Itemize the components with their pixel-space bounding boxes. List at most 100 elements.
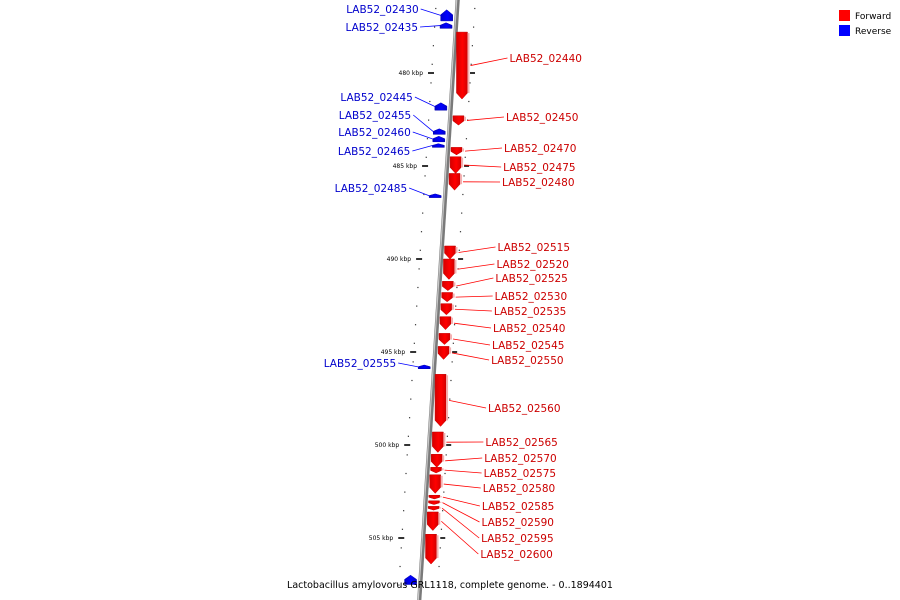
leader-line: [444, 469, 482, 474]
gene-label: LAB52_02575: [484, 468, 557, 480]
lab52_02560-forward-arrow: [434, 374, 449, 427]
gene-label: LAB52_02555: [324, 358, 397, 370]
gene-label: LAB52_02430: [346, 4, 419, 16]
minor-tick: [451, 361, 453, 363]
leader-line: [441, 507, 480, 539]
gene-label: LAB52_02485: [335, 183, 408, 195]
minor-tick: [424, 175, 426, 177]
gene-label: LAB52_02440: [509, 53, 581, 65]
gene-labels: LAB52_02430 LAB52_02435 LAB52_02440 LAB52_0…: [324, 4, 582, 561]
minor-tick: [432, 45, 434, 47]
minor-tick: [425, 156, 427, 158]
backbone-highlight: [417, 0, 458, 600]
minor-tick: [413, 342, 415, 344]
minor-tick: [468, 100, 470, 103]
minor-tick: [461, 212, 463, 214]
leader-line: [452, 352, 490, 361]
lab52_02520-forward-arrow: [443, 258, 457, 280]
gene-label: LAB52_02530: [495, 291, 568, 303]
gene-label: LAB52_02465: [338, 146, 411, 158]
minor-tick: [430, 82, 432, 84]
minor-tick: [449, 398, 451, 400]
minor-tick: [463, 175, 465, 177]
minor-tick: [440, 528, 443, 530]
gene-label: LAB52_02450: [506, 112, 579, 124]
minor-tick: [471, 45, 473, 47]
tick-label: 495 kbp: [381, 349, 406, 356]
minor-tick: [406, 454, 408, 456]
gene-label: LAB52_02590: [482, 517, 555, 529]
minor-tick: [446, 435, 448, 437]
minor-tick: [442, 510, 444, 512]
leader-line: [441, 520, 479, 555]
minor-tick: [470, 63, 472, 65]
gene-reverse-arrow: [404, 574, 417, 585]
minor-tick: [438, 565, 440, 568]
minor-tick: [455, 305, 457, 307]
lab52_02475-forward-arrow: [449, 156, 464, 174]
gene-label: LAB52_02455: [339, 110, 412, 122]
gene-label: LAB52_02565: [485, 437, 557, 449]
lab52_02485-reverse-arrow: [428, 193, 442, 198]
leader-line: [448, 399, 487, 409]
leader-line: [398, 362, 419, 368]
gene-label: LAB52_02585: [482, 501, 555, 513]
leader-line: [445, 457, 483, 462]
gene-label: LAB52_02515: [498, 242, 571, 254]
lab52_02590-forward-arrow: [428, 500, 442, 505]
gene-label: LAB52_02600: [480, 549, 552, 561]
minor-tick: [426, 138, 429, 140]
legend-label-forward: Forward: [855, 12, 891, 22]
gene-label: LAB52_02480: [502, 177, 575, 189]
leader-line: [414, 96, 436, 107]
lab52_02570-forward-arrow: [430, 454, 445, 468]
minor-tick: [472, 26, 475, 28]
minor-tick: [420, 231, 423, 233]
gene-label: LAB52_02540: [493, 323, 566, 335]
minor-tick: [474, 7, 476, 10]
gene-label: LAB52_02460: [338, 127, 411, 139]
minor-tick: [437, 584, 439, 586]
gene-label: LAB52_02580: [483, 483, 556, 495]
lab52_02435-reverse-arrow: [439, 22, 453, 29]
legend-label-reverse: Reverse: [855, 27, 892, 37]
gene-label: LAB52_02550: [491, 355, 564, 367]
leader-line: [466, 116, 505, 121]
backbone-line: [417, 0, 460, 600]
gene-label: LAB52_02435: [346, 22, 419, 34]
genome-backbone: [417, 0, 460, 600]
minor-tick: [416, 305, 418, 307]
gene-label: LAB52_02570: [484, 453, 557, 465]
lab52_02465-reverse-arrow: [432, 143, 445, 148]
lab52_02555-reverse-arrow: [417, 364, 431, 369]
minor-tick: [465, 138, 468, 140]
minor-tick: [407, 435, 409, 437]
gene-label: LAB52_02470: [504, 143, 576, 155]
gene-label: LAB52_02445: [340, 92, 413, 104]
lab52_02535-forward-arrow: [440, 303, 454, 316]
lab52_02575-forward-arrow: [430, 467, 444, 474]
leader-line: [456, 277, 494, 287]
minor-tick: [433, 26, 436, 28]
leader-line: [452, 338, 491, 346]
leader-line: [454, 308, 492, 312]
lab52_02450-forward-arrow: [452, 115, 466, 126]
lab52_02440-forward-arrow: [456, 31, 470, 100]
minor-tick: [469, 82, 471, 84]
tick-label: 505 kbp: [369, 535, 394, 542]
tick-label: 490 kbp: [387, 256, 412, 263]
minor-tick: [419, 249, 421, 251]
leader-line: [443, 483, 481, 489]
leader-line: [453, 322, 492, 329]
minor-tick: [464, 156, 466, 158]
minor-tick: [405, 472, 407, 475]
lab52_02530-forward-arrow: [441, 292, 455, 303]
gene-label: LAB52_02475: [503, 162, 575, 174]
minor-tick: [452, 342, 454, 344]
minor-tick: [404, 491, 406, 493]
lab52_02515-forward-arrow: [444, 245, 458, 260]
tick-label: 500 kbp: [375, 442, 400, 449]
lab52_02565-forward-arrow: [432, 431, 446, 453]
leader-line: [458, 246, 496, 253]
lab52_02525-forward-arrow: [442, 281, 456, 291]
